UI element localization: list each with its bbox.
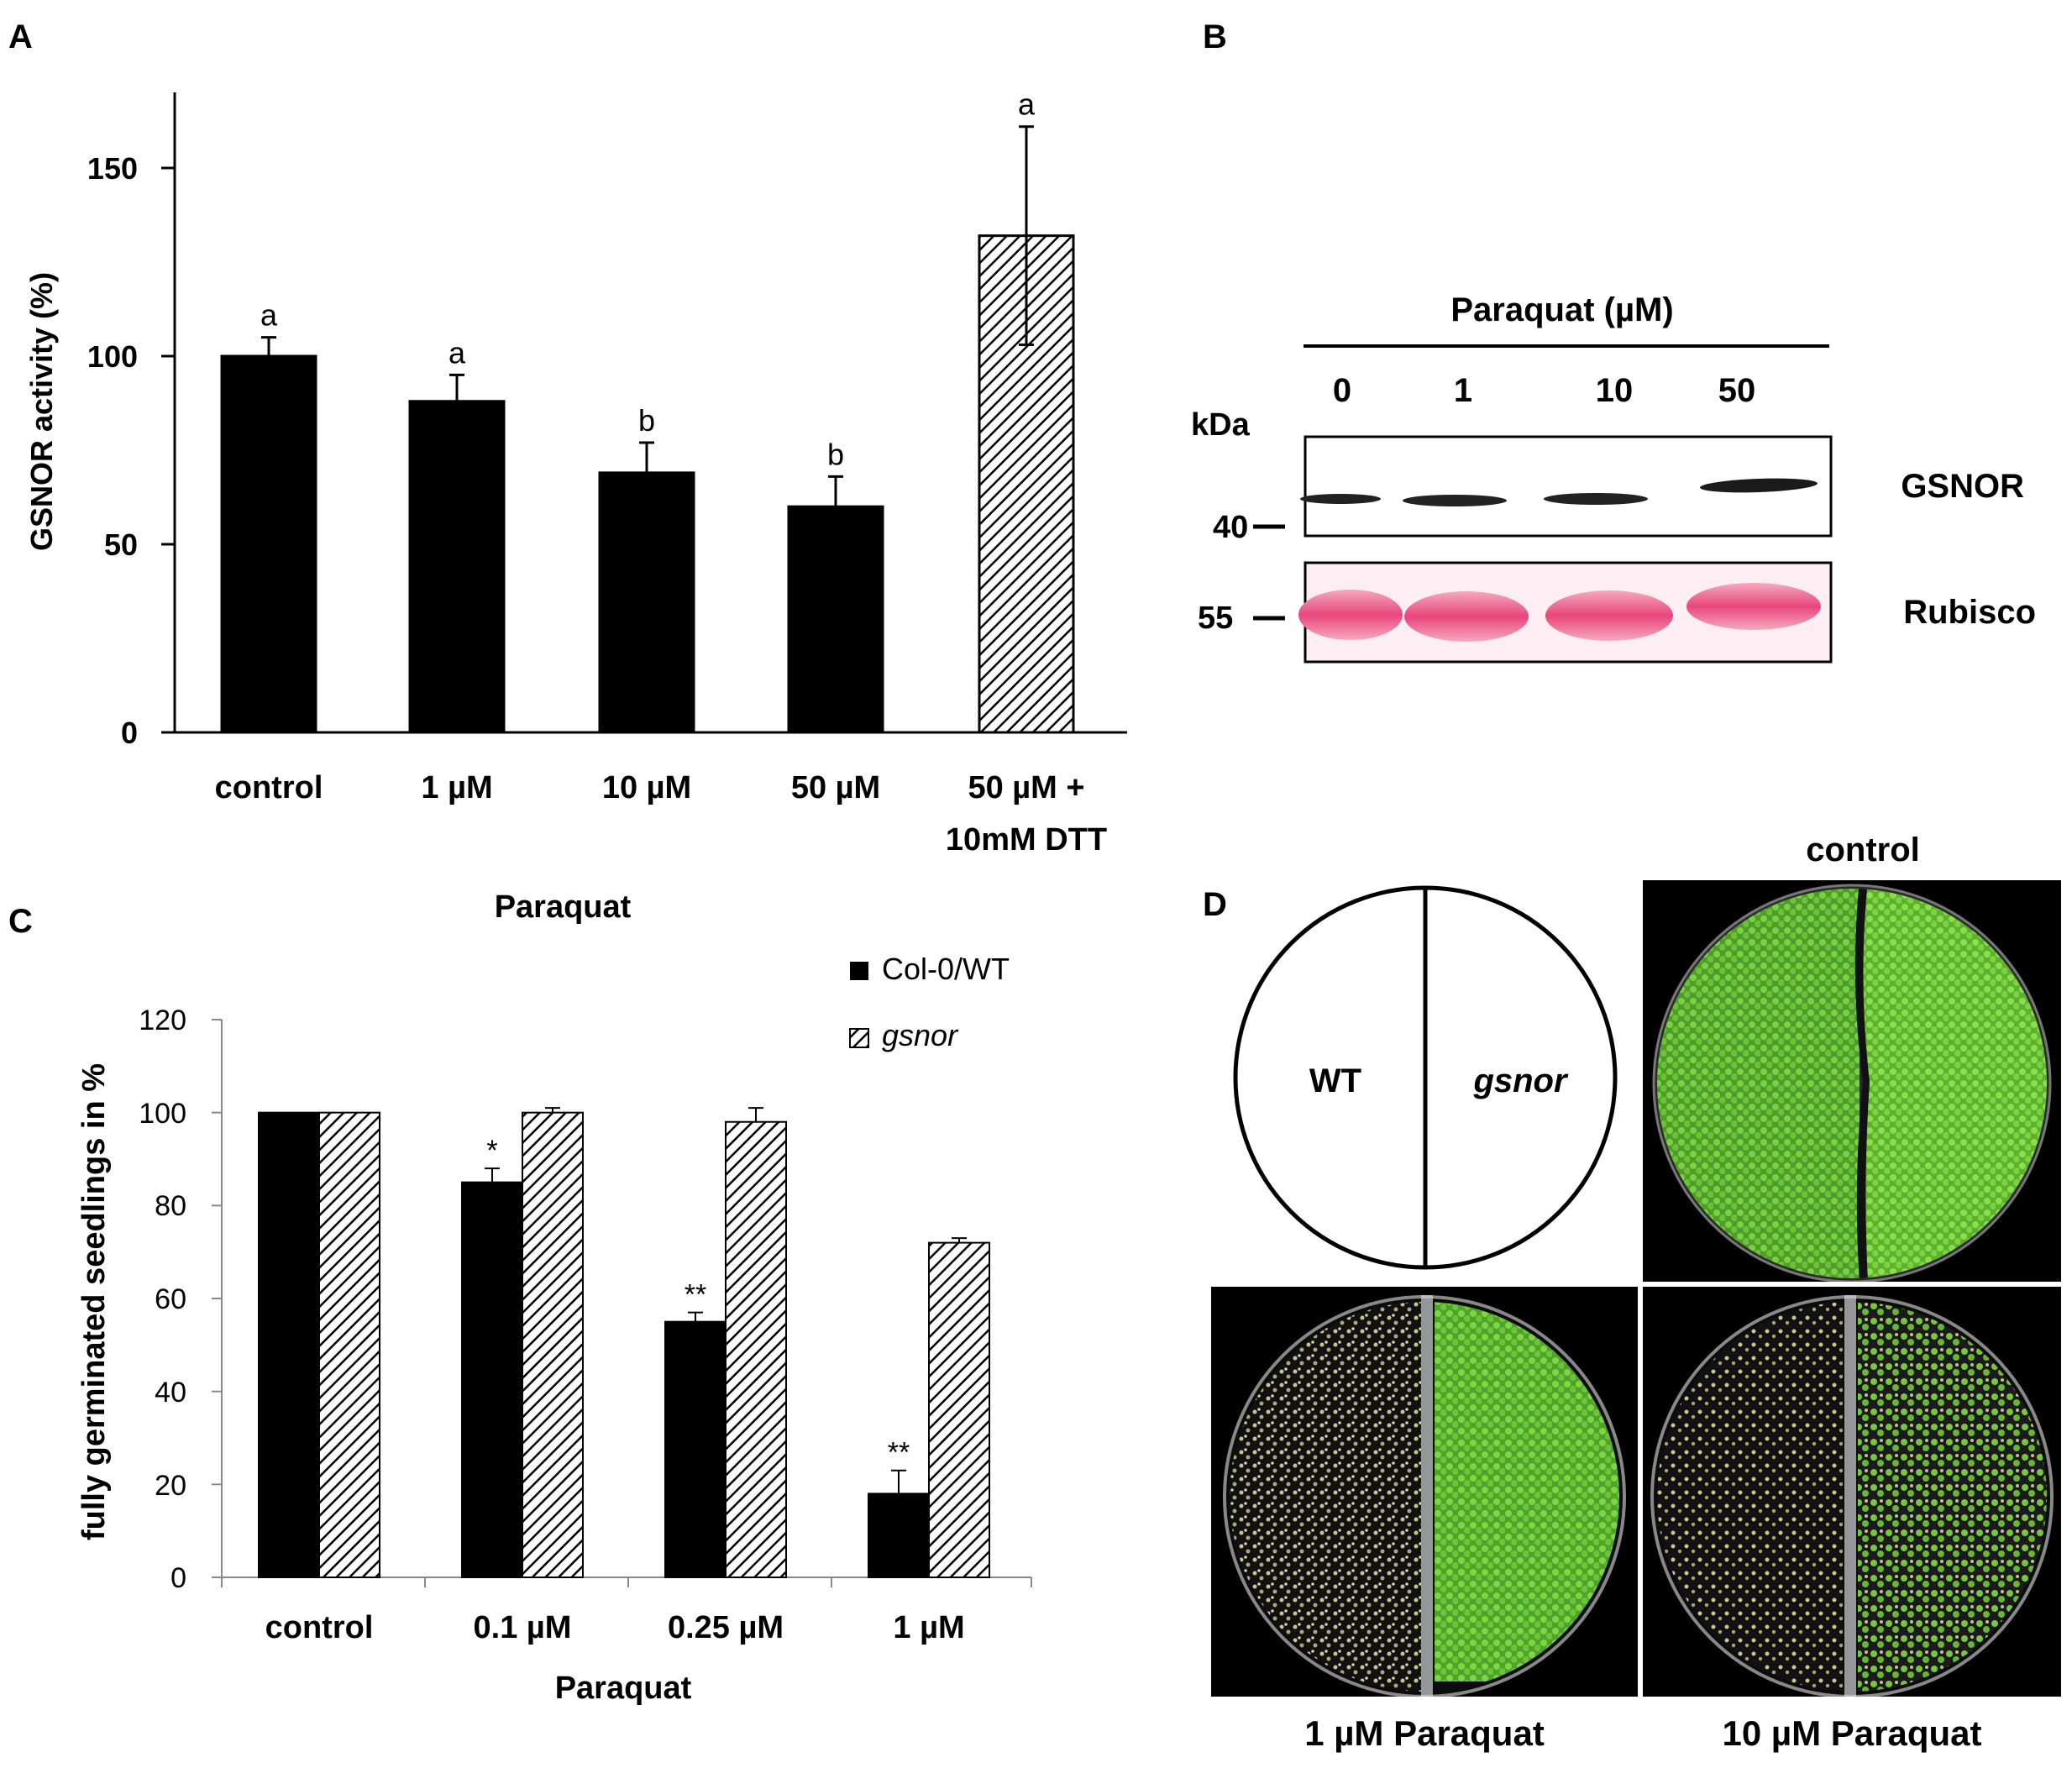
gsnor-bands: [1300, 478, 1818, 506]
chart-c-ytick-lines: [212, 1019, 1032, 1587]
chart-a-bars: a a b b a: [220, 87, 1075, 734]
plate-caption-1um: 1 µM Paraquat: [1304, 1713, 1545, 1753]
chart-c-ytick-60: 60: [155, 1283, 186, 1315]
lane-label-1: 1: [1454, 372, 1472, 409]
chart-a-significance-letter: a: [1018, 87, 1036, 122]
control-plate-photo: [1643, 880, 2061, 1282]
chart-a-significance-letter: a: [260, 298, 278, 333]
chart-c-xtick-1um: 1 µM: [893, 1610, 964, 1645]
lane-label-50: 50: [1718, 372, 1756, 409]
plate-photo-10um: [1643, 1287, 2061, 1697]
chart-c-ylabel: fully germinated seedlings in %: [76, 1063, 112, 1540]
schematic-wt-label: WT: [1309, 1062, 1361, 1099]
chart-c-significance-stars: *: [486, 1135, 497, 1167]
chart-a-bar: [787, 505, 884, 734]
chart-a-ytick-150: 150: [87, 151, 138, 186]
chart-a-xtick-dtt-line1: 50 µM +: [968, 770, 1084, 805]
panel-letter-d: D: [1203, 886, 1227, 923]
chart-c-xtick-0-1um: 0.1 µM: [474, 1610, 572, 1645]
marker-55-label: 55: [1198, 601, 1233, 636]
chart-a-ytick-100: 100: [87, 339, 138, 374]
chart-c-xtick-0-25um: 0.25 µM: [668, 1610, 784, 1645]
chart-a-significance-letter: a: [448, 335, 466, 370]
marker-40-label: 40: [1213, 510, 1248, 545]
control-plate-title: control: [1806, 832, 1920, 868]
chart-c-bar-gsnor: [928, 1241, 990, 1578]
chart-c-ytick-120: 120: [139, 1005, 186, 1036]
chart-a-significance-letter: b: [827, 437, 844, 471]
chart-a-significance-letter: b: [638, 403, 655, 438]
lane-label-0: 0: [1333, 372, 1351, 409]
panel-letter-a: A: [8, 18, 33, 55]
legend-label-gsnor: gsnor: [882, 1018, 959, 1052]
chart-c-ytick-80: 80: [155, 1190, 186, 1222]
chart-c-xlabel: Paraquat: [555, 1671, 692, 1706]
chart-c-bar-wt: [461, 1181, 523, 1578]
chart-a-xtick-1um: 1 µM: [421, 770, 492, 805]
chart-c-ytick-0: 0: [170, 1562, 186, 1594]
chart-a-bar: [598, 471, 695, 734]
chart-c-bar-gsnor: [318, 1111, 380, 1578]
legend-swatch-gsnor: [849, 1028, 869, 1048]
chart-c-bar-gsnor: [725, 1120, 787, 1578]
plate-photo-1um: [1211, 1287, 1638, 1697]
chart-c-bar-wt: [258, 1111, 320, 1578]
chart-c-ytick-20: 20: [155, 1470, 186, 1502]
gsnor-label: GSNOR: [1901, 468, 2024, 505]
panel-letter-b: B: [1203, 18, 1227, 55]
chart-a-xtick-control: control: [215, 770, 323, 805]
rubisco-label: Rubisco: [1903, 594, 2036, 631]
chart-c-ytick-100: 100: [139, 1098, 186, 1130]
chart-a-bar: [408, 400, 506, 734]
chart-c-significance-stars: **: [685, 1279, 706, 1311]
kda-label: kDa: [1191, 407, 1251, 443]
rubisco-bands: [1298, 583, 1821, 642]
chart-a: 0 50 100 150 GSNOR activity (%) a a b b a co…: [24, 87, 1127, 925]
chart-c-bar-wt: [868, 1493, 930, 1579]
blot-header: Paraquat (µM): [1450, 291, 1673, 328]
chart-a-xtick-50um: 50 µM: [791, 770, 880, 805]
chart-a-xtick-dtt-line2: 10mM DTT: [946, 822, 1107, 858]
chart-a-ytick-50: 50: [104, 527, 138, 562]
chart-a-bar: [220, 354, 317, 734]
chart-a-ytick-0: 0: [121, 716, 138, 750]
chart-c-ytick-40: 40: [155, 1377, 186, 1409]
panel-letter-c: C: [8, 903, 33, 940]
chart-c-bars: *****: [258, 1107, 990, 1579]
chart-c-xtick-control: control: [265, 1610, 374, 1645]
chart-a-ylabel: GSNOR activity (%): [24, 272, 59, 551]
chart-c-bar-wt: [664, 1320, 727, 1578]
lane-label-10: 10: [1596, 372, 1634, 409]
schematic-gsnor-label: gsnor: [1472, 1062, 1569, 1099]
chart-a-ytick-lines: [161, 166, 175, 734]
chart-c-bar-gsnor: [522, 1111, 584, 1578]
chart-a-xtick-10um: 10 µM: [602, 770, 691, 805]
plate-schematic: WT gsnor: [1233, 885, 1618, 1270]
plate-caption-10um: 10 µM Paraquat: [1722, 1713, 1982, 1753]
chart-a-xlabel: Paraquat: [495, 889, 632, 925]
chart-c-significance-stars: **: [888, 1437, 910, 1469]
western-blot: Paraquat (µM) 0 1 10 50 kDa 40 GSNOR 55 …: [1191, 291, 2036, 664]
legend-swatch-wt: [850, 962, 868, 980]
chart-c: Col-0/WT gsnor 0 20 40 60 80 100 120 ful…: [76, 952, 1032, 1706]
legend-label-wt: Col-0/WT: [882, 952, 1010, 986]
